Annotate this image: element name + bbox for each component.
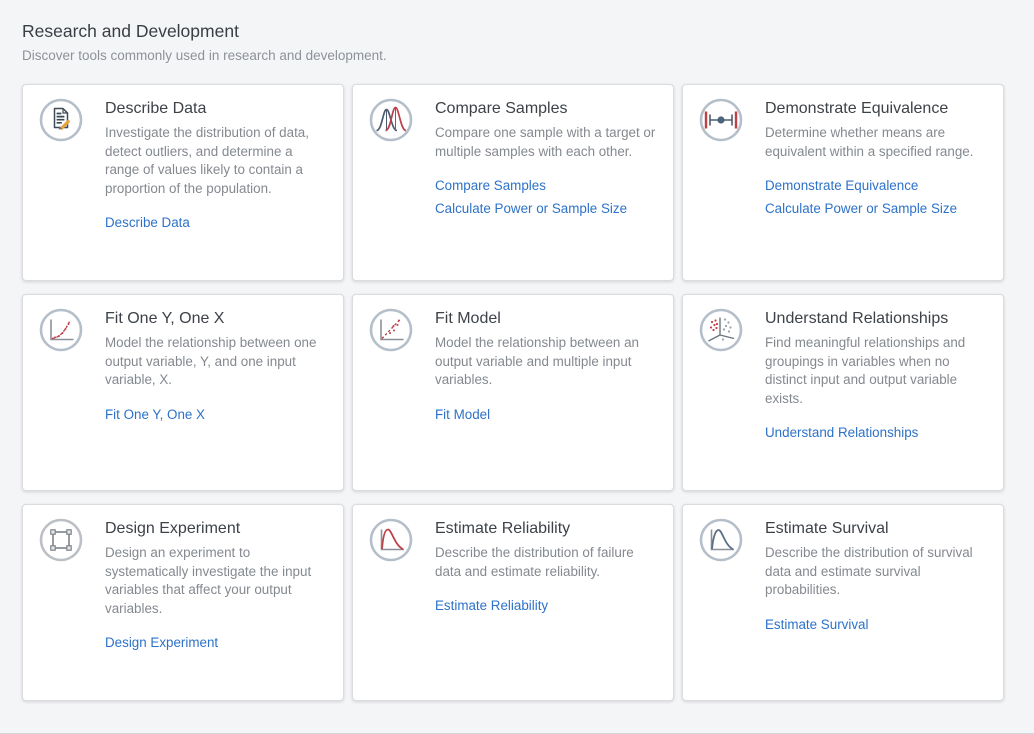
card-understand-relationships: Understand Relationships Find meaningful…	[682, 294, 1004, 491]
card-compare-samples: Compare Samples Compare one sample with …	[352, 84, 674, 281]
card-title: Fit Model	[435, 310, 501, 327]
understand-relationships-link[interactable]: Understand Relationships	[765, 425, 919, 440]
card-title: Estimate Reliability	[435, 520, 571, 537]
card-design-experiment: Design Experiment Design an experiment t…	[22, 504, 344, 701]
calculate-power-or-sample-size-link[interactable]: Calculate Power or Sample Size	[765, 201, 958, 216]
card-describe-data: Describe Data Investigate the distributi…	[22, 84, 344, 281]
overlapping-distributions-icon	[369, 98, 413, 142]
scatter-curve-icon	[39, 308, 83, 352]
failure-distribution-icon	[369, 518, 413, 562]
card-estimate-reliability: Estimate Reliability Describe the distri…	[352, 504, 674, 701]
card-description: Design an experiment to systematically i…	[105, 545, 312, 616]
card-description: Investigate the distribution of data, de…	[105, 125, 309, 196]
fit-model-link[interactable]: Fit Model	[435, 406, 491, 422]
card-description: Find meaningful relationships and groupi…	[765, 335, 966, 406]
card-fit-one-y-one-x: Fit One Y, One X Model the relationship …	[22, 294, 344, 491]
card-description: Model the relationship between an output…	[435, 335, 639, 387]
card-description: Describe the distribution of failure dat…	[435, 545, 634, 579]
equivalence-interval-icon	[699, 98, 743, 142]
card-title: Design Experiment	[105, 520, 241, 537]
estimate-survival-link[interactable]: Estimate Survival	[765, 616, 869, 632]
card-description: Model the relationship between one outpu…	[105, 335, 317, 387]
card-description: Compare one sample with a target or mult…	[435, 125, 656, 159]
card-demonstrate-equivalence: Demonstrate Equivalence Determine whethe…	[682, 84, 1004, 281]
estimate-reliability-link[interactable]: Estimate Reliability	[435, 598, 549, 613]
page-title: Research and Development	[22, 21, 239, 41]
document-pencil-icon	[39, 98, 83, 142]
demonstrate-equivalence-link[interactable]: Demonstrate Equivalence	[765, 178, 919, 193]
design-experiment-link[interactable]: Design Experiment	[105, 635, 219, 650]
card-title: Understand Relationships	[765, 310, 949, 327]
compare-samples-link[interactable]: Compare Samples	[435, 178, 546, 193]
survival-curve-icon	[699, 518, 743, 562]
card-title: Describe Data	[105, 100, 207, 117]
card-estimate-survival: Estimate Survival Describe the distribut…	[682, 504, 1004, 701]
calculate-power-or-sample-size-link[interactable]: Calculate Power or Sample Size	[435, 201, 628, 216]
card-title: Demonstrate Equivalence	[765, 100, 949, 117]
3d-scatter-icon	[699, 308, 743, 352]
card-description: Describe the distribution of survival da…	[765, 545, 973, 597]
card-title: Fit One Y, One X	[105, 310, 225, 327]
page-subtitle: Discover tools commonly used in research…	[22, 48, 387, 63]
tool-card-grid: Describe Data Investigate the distributi…	[22, 84, 1004, 701]
scatter-line-icon	[369, 308, 413, 352]
card-title: Compare Samples	[435, 100, 568, 117]
card-title: Estimate Survival	[765, 520, 889, 537]
fit-one-y-one-x-link[interactable]: Fit One Y, One X	[105, 406, 205, 422]
card-description: Determine whether means are equivalent w…	[765, 125, 974, 159]
card-fit-model: Fit Model Model the relationship between…	[352, 294, 674, 491]
describe-data-link[interactable]: Describe Data	[105, 215, 190, 230]
design-space-icon	[39, 518, 83, 562]
